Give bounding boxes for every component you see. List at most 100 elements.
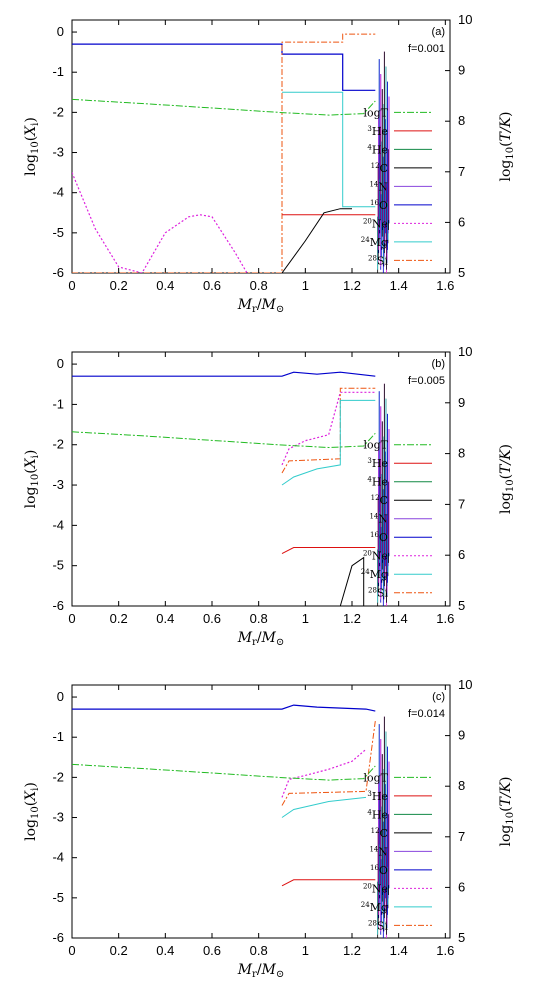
x-tick-label: 0.2 xyxy=(110,611,128,626)
panel-label: (c) xyxy=(432,691,445,703)
y2-tick-label: 9 xyxy=(458,728,465,743)
f-label: f=0.014 xyxy=(408,708,445,720)
series-line-24Mg xyxy=(282,91,376,208)
y-tick-label: -2 xyxy=(52,437,64,452)
y2-axis-label: log10(T/K) xyxy=(498,776,516,846)
plot-frame xyxy=(71,684,451,939)
x-tick-label: 0.6 xyxy=(203,611,221,626)
x-tick-label: 1 xyxy=(302,943,309,958)
x-tick-label: 1.2 xyxy=(343,278,361,293)
legend-label-4He: 4He xyxy=(367,808,388,821)
series-line-24Mg xyxy=(281,796,367,818)
series-line-3He xyxy=(281,547,376,555)
y2-axis-label: log10(T/K) xyxy=(498,444,516,514)
x-tick-label: 0.6 xyxy=(203,278,221,293)
legend-label-20Ne: 20Ne xyxy=(363,882,388,895)
y2-tick-label: 6 xyxy=(458,547,465,562)
series-line-20Ne xyxy=(72,172,248,273)
panel-label: (a) xyxy=(432,26,445,38)
series-line-logT xyxy=(72,763,376,781)
x-tick-label: 1.2 xyxy=(343,943,361,958)
shell-spikes xyxy=(377,51,390,273)
legend: logT 3He 4He 12C 14N 16O 20Ne 24Mg 28Si xyxy=(361,771,432,932)
y-tick-label: -6 xyxy=(52,598,64,613)
legend-label-16O: 16O xyxy=(370,531,388,544)
x-tick-label: 0.8 xyxy=(250,611,268,626)
y-axis-label: log10(Xi) xyxy=(23,782,41,841)
y2-tick-label: 8 xyxy=(458,446,465,461)
y2-tick-label: 5 xyxy=(458,265,465,280)
y-tick-label: -4 xyxy=(52,517,64,532)
x-tick-label: 0.4 xyxy=(156,943,174,958)
x-tick-label: 1 xyxy=(302,611,309,626)
legend-label-logT: logT xyxy=(363,439,388,452)
x-tick-label: 0.2 xyxy=(110,278,128,293)
x-tick-label: 0.6 xyxy=(203,943,221,958)
legend-label-20Ne: 20Ne xyxy=(363,217,388,230)
x-axis-label: Mr/M⊙ xyxy=(237,962,285,980)
plot-frame xyxy=(71,351,451,607)
legend: logT 3He 4He 12C 14N 16O 20Ne 24Mg 28Si xyxy=(361,439,432,600)
series-line-logT xyxy=(72,98,376,116)
x-tick-label: 1.4 xyxy=(390,943,408,958)
legend-label-12C: 12C xyxy=(371,827,388,840)
shell-spikes xyxy=(377,716,390,938)
series-line-3He xyxy=(281,879,376,887)
legend-label-16O: 16O xyxy=(370,864,388,877)
y2-tick-label: 8 xyxy=(458,778,465,793)
legend-label-24Mg: 24Mg xyxy=(361,236,388,249)
series-line-28Si xyxy=(72,33,376,273)
y-tick-label: -3 xyxy=(52,145,64,160)
legend-label-28Si: 28Si xyxy=(368,254,388,267)
x-tick-label: 0 xyxy=(68,611,75,626)
x-tick-label: 0.2 xyxy=(110,943,128,958)
y-tick-label: -4 xyxy=(52,185,64,200)
series-line-28Si xyxy=(281,387,376,474)
legend-label-14N: 14N xyxy=(369,180,388,193)
legend-label-24Mg: 24Mg xyxy=(361,901,388,914)
legend-label-4He: 4He xyxy=(367,143,388,156)
legend-label-16O: 16O xyxy=(370,199,388,212)
x-tick-label: 1 xyxy=(302,278,309,293)
series-line-logT xyxy=(72,431,376,449)
y2-tick-label: 9 xyxy=(458,395,465,410)
series-line-12C xyxy=(339,556,365,606)
legend-label-logT: logT xyxy=(363,771,388,784)
x-tick-label: 0 xyxy=(68,278,75,293)
panel-1: 0 0.2 0.4 0.6 0.8 1 1.2 1.4 1.6 0 -1 -2 -3 -4 -5 -6 10 9 8… xyxy=(23,344,516,648)
y2-axis-label: log10(T/K) xyxy=(498,111,516,181)
f-label: f=0.001 xyxy=(408,43,445,55)
y2-tick-label: 10 xyxy=(458,12,472,27)
x-tick-label: 1.6 xyxy=(436,943,454,958)
legend-label-3He: 3He xyxy=(367,125,388,138)
x-tick-label: 1.4 xyxy=(390,611,408,626)
legend: logT 3He 4He 12C 14N 16O 20Ne 24Mg 28Si xyxy=(361,106,432,267)
legend-label-12C: 12C xyxy=(371,494,388,507)
y2-tick-label: 5 xyxy=(458,598,465,613)
legend-label-4He: 4He xyxy=(367,476,388,489)
y-axis-label: log10(Xi) xyxy=(23,117,41,176)
y-tick-label: -2 xyxy=(52,104,64,119)
panel-0: 0 0.2 0.4 0.6 0.8 1 1.2 1.4 1.6 0 -1 -2 -3 -4 -5 -6 10 9 8… xyxy=(23,12,516,315)
legend-label-logT: logT xyxy=(363,106,388,119)
y-tick-label: -3 xyxy=(52,477,64,492)
y2-tick-label: 5 xyxy=(458,930,465,945)
series-line-24Mg xyxy=(281,399,376,486)
y-tick-label: -3 xyxy=(52,810,64,825)
legend-label-20Ne: 20Ne xyxy=(363,550,388,563)
series-line-16O xyxy=(72,43,376,91)
x-tick-label: 1.6 xyxy=(436,611,454,626)
y-tick-label: -1 xyxy=(52,396,64,411)
y-tick-label: -5 xyxy=(52,225,64,240)
series-line-16O xyxy=(72,371,376,377)
y2-tick-label: 9 xyxy=(458,63,465,78)
y2-tick-label: 10 xyxy=(458,344,472,359)
x-tick-label: 1.2 xyxy=(343,611,361,626)
y-tick-label: -1 xyxy=(52,729,64,744)
shell-spikes xyxy=(377,383,390,606)
y-tick-label: -6 xyxy=(52,930,64,945)
series-line-16O xyxy=(72,704,376,712)
legend-label-3He: 3He xyxy=(367,457,388,470)
x-tick-label: 0.8 xyxy=(250,278,268,293)
y2-tick-label: 7 xyxy=(458,164,465,179)
